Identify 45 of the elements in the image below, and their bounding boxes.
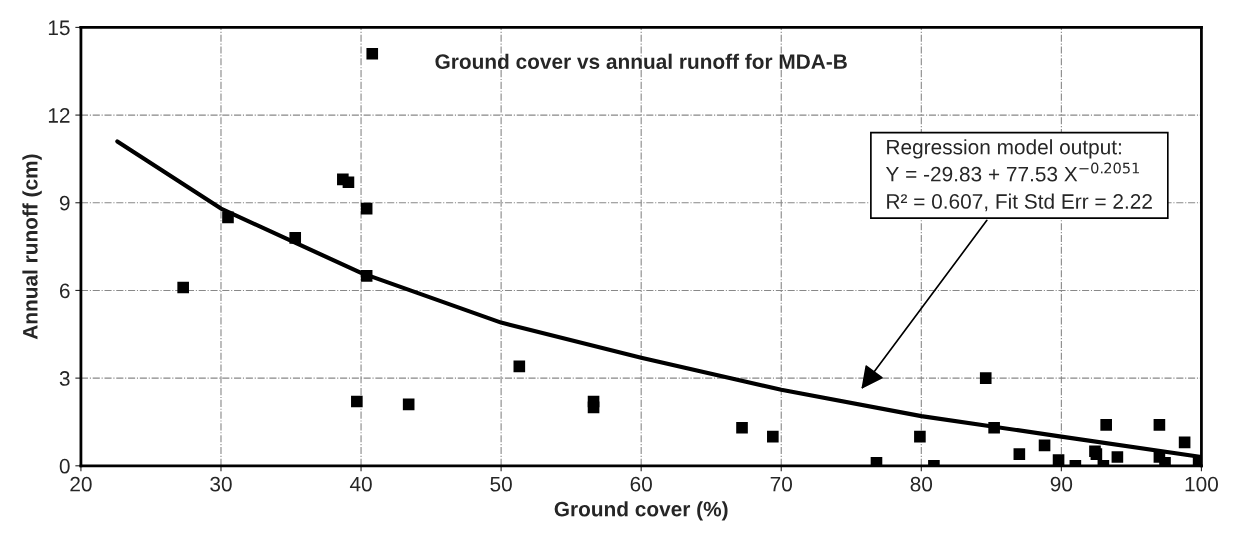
annotation: R² = 0.607, Fit Std Err = 2.22 — [887, 193, 1152, 212]
point — [1052, 454, 1065, 466]
point — [289, 232, 302, 244]
y-tick-label: 9 — [59, 195, 70, 211]
point — [1038, 439, 1051, 452]
point — [587, 401, 600, 414]
point — [914, 430, 926, 443]
point — [360, 202, 373, 215]
x-tick-label: 50 — [490, 476, 512, 492]
point — [1100, 419, 1112, 431]
point — [351, 395, 363, 408]
x-tick-label: 80 — [910, 476, 933, 492]
text: Ground cover vs annual runoff for MDA-B — [435, 53, 847, 70]
point — [1159, 457, 1171, 466]
x-tick-label: 40 — [349, 476, 372, 492]
point — [736, 422, 748, 434]
y-tick-label: 12 — [48, 108, 70, 123]
x-axis-title: Ground cover (%) — [554, 501, 728, 521]
point — [222, 211, 234, 224]
point — [1178, 436, 1191, 449]
x-tick-label: 60 — [630, 476, 652, 492]
y-tick-label: 3 — [59, 371, 70, 386]
point — [1111, 451, 1124, 463]
point — [1013, 448, 1026, 460]
y-tick-label: 6 — [59, 283, 70, 299]
point — [767, 430, 779, 443]
point — [177, 281, 189, 294]
annotation: Y = -29.83 + 77.53 X$^{−0.2051}$ — [885, 162, 1140, 182]
point — [402, 398, 415, 411]
x-tick-label: 70 — [770, 476, 793, 492]
point — [1153, 419, 1166, 431]
x-tick-label: 30 — [210, 476, 232, 492]
point — [342, 176, 355, 189]
y-axis-title: Annual runoff (cm) — [22, 154, 42, 340]
x-tick-label: 90 — [1050, 476, 1073, 492]
y-tick-label: 0 — [59, 458, 70, 474]
point — [988, 422, 1000, 434]
point — [366, 47, 379, 60]
y-tick-label: 15 — [48, 20, 70, 36]
point — [513, 360, 526, 373]
x-tick-label: 100 — [1185, 476, 1218, 492]
x-tick-label: 20 — [70, 476, 92, 492]
annotation: Regression model output: — [887, 139, 1121, 159]
point — [979, 372, 992, 384]
point — [360, 270, 373, 282]
